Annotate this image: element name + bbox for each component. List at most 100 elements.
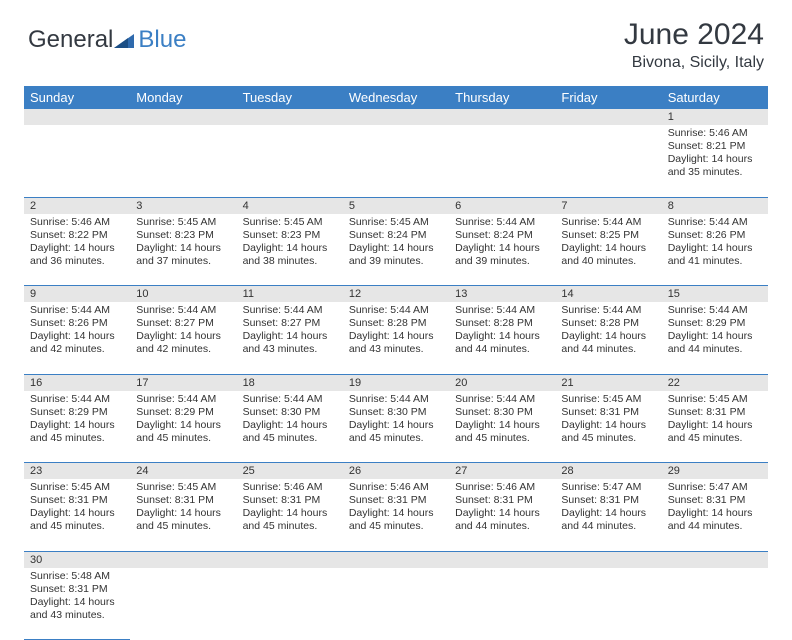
day-number-cell: 24 xyxy=(130,463,236,480)
day-cell: Sunrise: 5:45 AMSunset: 8:24 PMDaylight:… xyxy=(343,214,449,286)
day-cell-content: Sunrise: 5:46 AMSunset: 8:22 PMDaylight:… xyxy=(24,214,130,272)
calendar-table: SundayMondayTuesdayWednesdayThursdayFrid… xyxy=(24,86,768,640)
daynum-row: 9101112131415 xyxy=(24,286,768,303)
day-cell-content: Sunrise: 5:46 AMSunset: 8:31 PMDaylight:… xyxy=(449,479,555,537)
day-cell-content: Sunrise: 5:44 AMSunset: 8:28 PMDaylight:… xyxy=(343,302,449,360)
day-cell xyxy=(130,125,236,197)
day-number-cell: 7 xyxy=(555,197,661,214)
day-number-cell: 30 xyxy=(24,551,130,568)
day-cell-content: Sunrise: 5:44 AMSunset: 8:24 PMDaylight:… xyxy=(449,214,555,272)
day-header: Thursday xyxy=(449,86,555,109)
title-block: June 2024 Bivona, Sicily, Italy xyxy=(624,18,764,72)
day-cell: Sunrise: 5:44 AMSunset: 8:26 PMDaylight:… xyxy=(24,302,130,374)
day-number-cell: 13 xyxy=(449,286,555,303)
day-cell xyxy=(662,568,768,640)
day-number-cell: 21 xyxy=(555,374,661,391)
day-number-cell: 19 xyxy=(343,374,449,391)
week-row: Sunrise: 5:44 AMSunset: 8:26 PMDaylight:… xyxy=(24,302,768,374)
day-cell-content: Sunrise: 5:44 AMSunset: 8:26 PMDaylight:… xyxy=(662,214,768,272)
day-cell xyxy=(555,125,661,197)
day-cell: Sunrise: 5:45 AMSunset: 8:31 PMDaylight:… xyxy=(555,391,661,463)
day-header: Monday xyxy=(130,86,236,109)
day-cell-content: Sunrise: 5:45 AMSunset: 8:24 PMDaylight:… xyxy=(343,214,449,272)
day-number-cell xyxy=(130,109,236,125)
day-cell-content: Sunrise: 5:47 AMSunset: 8:31 PMDaylight:… xyxy=(555,479,661,537)
day-cell-content: Sunrise: 5:45 AMSunset: 8:23 PMDaylight:… xyxy=(130,214,236,272)
day-cell-content: Sunrise: 5:44 AMSunset: 8:29 PMDaylight:… xyxy=(662,302,768,360)
day-number-cell: 15 xyxy=(662,286,768,303)
day-cell-content: Sunrise: 5:46 AMSunset: 8:31 PMDaylight:… xyxy=(237,479,343,537)
day-cell: Sunrise: 5:47 AMSunset: 8:31 PMDaylight:… xyxy=(662,479,768,551)
day-number-cell xyxy=(130,551,236,568)
day-cell: Sunrise: 5:46 AMSunset: 8:31 PMDaylight:… xyxy=(237,479,343,551)
daynum-row: 2345678 xyxy=(24,197,768,214)
day-number-cell: 3 xyxy=(130,197,236,214)
day-number-cell xyxy=(449,551,555,568)
day-cell-content: Sunrise: 5:46 AMSunset: 8:21 PMDaylight:… xyxy=(662,125,768,183)
day-cell: Sunrise: 5:44 AMSunset: 8:24 PMDaylight:… xyxy=(449,214,555,286)
day-cell: Sunrise: 5:44 AMSunset: 8:28 PMDaylight:… xyxy=(555,302,661,374)
day-number-cell: 16 xyxy=(24,374,130,391)
logo-sail-icon xyxy=(114,29,136,47)
day-number-cell: 11 xyxy=(237,286,343,303)
day-cell-content: Sunrise: 5:44 AMSunset: 8:28 PMDaylight:… xyxy=(449,302,555,360)
day-number-cell xyxy=(237,551,343,568)
day-number-cell: 22 xyxy=(662,374,768,391)
day-cell: Sunrise: 5:45 AMSunset: 8:31 PMDaylight:… xyxy=(130,479,236,551)
day-header: Saturday xyxy=(662,86,768,109)
day-cell: Sunrise: 5:45 AMSunset: 8:23 PMDaylight:… xyxy=(237,214,343,286)
day-cell xyxy=(130,568,236,640)
daynum-row: 23242526272829 xyxy=(24,463,768,480)
daynum-row: 1 xyxy=(24,109,768,125)
day-cell: Sunrise: 5:44 AMSunset: 8:25 PMDaylight:… xyxy=(555,214,661,286)
day-cell: Sunrise: 5:44 AMSunset: 8:30 PMDaylight:… xyxy=(449,391,555,463)
logo: General Blue xyxy=(28,18,186,54)
day-cell: Sunrise: 5:46 AMSunset: 8:22 PMDaylight:… xyxy=(24,214,130,286)
day-number-cell xyxy=(555,551,661,568)
day-cell: Sunrise: 5:46 AMSunset: 8:21 PMDaylight:… xyxy=(662,125,768,197)
week-row: Sunrise: 5:46 AMSunset: 8:21 PMDaylight:… xyxy=(24,125,768,197)
day-cell-content: Sunrise: 5:44 AMSunset: 8:25 PMDaylight:… xyxy=(555,214,661,272)
day-cell xyxy=(237,568,343,640)
day-number-cell xyxy=(237,109,343,125)
day-number-cell: 1 xyxy=(662,109,768,125)
day-cell: Sunrise: 5:44 AMSunset: 8:30 PMDaylight:… xyxy=(237,391,343,463)
day-cell: Sunrise: 5:44 AMSunset: 8:28 PMDaylight:… xyxy=(343,302,449,374)
day-header: Tuesday xyxy=(237,86,343,109)
day-number-cell: 29 xyxy=(662,463,768,480)
day-cell: Sunrise: 5:47 AMSunset: 8:31 PMDaylight:… xyxy=(555,479,661,551)
day-cell-content: Sunrise: 5:44 AMSunset: 8:27 PMDaylight:… xyxy=(237,302,343,360)
week-row: Sunrise: 5:46 AMSunset: 8:22 PMDaylight:… xyxy=(24,214,768,286)
day-number-cell: 2 xyxy=(24,197,130,214)
day-cell: Sunrise: 5:44 AMSunset: 8:29 PMDaylight:… xyxy=(130,391,236,463)
day-cell-content: Sunrise: 5:47 AMSunset: 8:31 PMDaylight:… xyxy=(662,479,768,537)
day-cell-content: Sunrise: 5:44 AMSunset: 8:30 PMDaylight:… xyxy=(343,391,449,449)
day-number-cell: 28 xyxy=(555,463,661,480)
day-cell-content: Sunrise: 5:44 AMSunset: 8:29 PMDaylight:… xyxy=(130,391,236,449)
day-number-cell: 18 xyxy=(237,374,343,391)
day-cell-content: Sunrise: 5:45 AMSunset: 8:31 PMDaylight:… xyxy=(24,479,130,537)
day-cell-content: Sunrise: 5:44 AMSunset: 8:28 PMDaylight:… xyxy=(555,302,661,360)
page-title: June 2024 xyxy=(624,18,764,52)
day-cell-content: Sunrise: 5:48 AMSunset: 8:31 PMDaylight:… xyxy=(24,568,130,626)
day-cell: Sunrise: 5:46 AMSunset: 8:31 PMDaylight:… xyxy=(343,479,449,551)
day-cell xyxy=(343,125,449,197)
day-number-cell xyxy=(449,109,555,125)
calendar-head: SundayMondayTuesdayWednesdayThursdayFrid… xyxy=(24,86,768,109)
day-cell xyxy=(24,125,130,197)
day-cell-content: Sunrise: 5:45 AMSunset: 8:31 PMDaylight:… xyxy=(130,479,236,537)
day-cell: Sunrise: 5:44 AMSunset: 8:29 PMDaylight:… xyxy=(662,302,768,374)
daynum-row: 30 xyxy=(24,551,768,568)
day-number-cell xyxy=(662,551,768,568)
day-number-cell xyxy=(343,551,449,568)
day-number-cell: 6 xyxy=(449,197,555,214)
day-number-cell: 4 xyxy=(237,197,343,214)
day-number-cell: 25 xyxy=(237,463,343,480)
day-cell: Sunrise: 5:44 AMSunset: 8:27 PMDaylight:… xyxy=(237,302,343,374)
week-row: Sunrise: 5:48 AMSunset: 8:31 PMDaylight:… xyxy=(24,568,768,640)
day-cell: Sunrise: 5:45 AMSunset: 8:31 PMDaylight:… xyxy=(24,479,130,551)
day-cell-content: Sunrise: 5:44 AMSunset: 8:30 PMDaylight:… xyxy=(237,391,343,449)
day-cell: Sunrise: 5:44 AMSunset: 8:27 PMDaylight:… xyxy=(130,302,236,374)
day-number-cell: 23 xyxy=(24,463,130,480)
day-cell xyxy=(449,568,555,640)
